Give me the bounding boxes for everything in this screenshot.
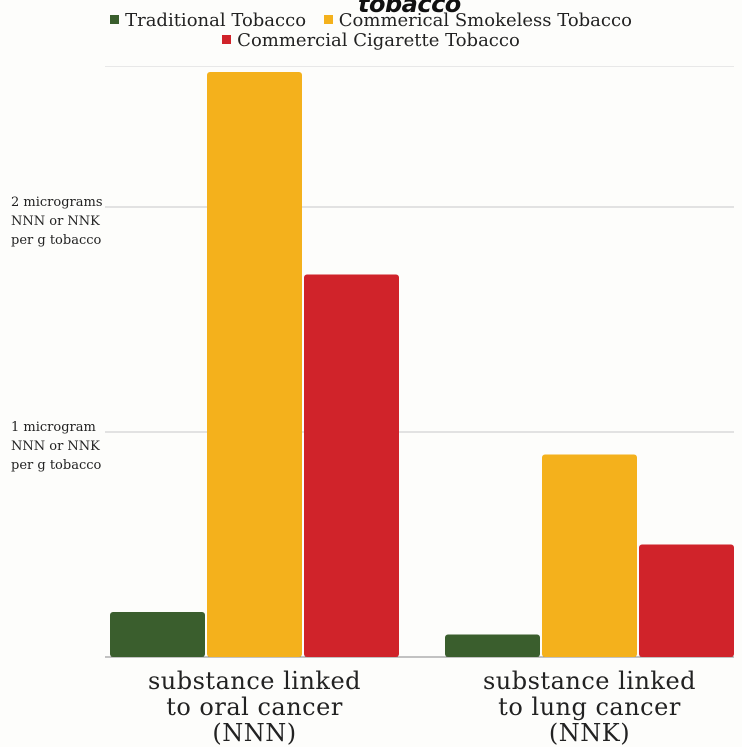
legend-label-traditional: Traditional Tobacco <box>125 10 307 31</box>
plot-area <box>105 66 734 658</box>
x-tick-label-nnn: substance linked to oral cancer (NNN) <box>147 667 362 747</box>
legend-swatch-traditional <box>110 15 120 24</box>
bar-lung-traditional <box>445 634 540 657</box>
chart-title-fragment: tobacco <box>358 0 461 18</box>
bar-oral-traditional <box>110 612 205 657</box>
legend-label-smokeless: Commerical Smokeless Tobacco <box>338 10 632 31</box>
legend-swatch-cigarette <box>222 35 232 44</box>
bar-oral-smokeless <box>207 72 302 657</box>
legend-row-1: Traditional Tobacco Commerical Smokeless… <box>0 10 742 31</box>
bar-lung-cigarette <box>639 544 734 657</box>
legend-item-traditional: Traditional Tobacco <box>110 10 306 31</box>
legend-row-2: Commercial Cigarette Tobacco <box>0 30 742 51</box>
bar-oral-cigarette <box>304 274 399 657</box>
legend-label-cigarette: Commercial Cigarette Tobacco <box>237 30 520 51</box>
y-tick-label-2: 2 micrograms NNN or NNK per g tobacco <box>11 195 103 248</box>
x-tick-label-nnk: substance linked to lung cancer (NNK) <box>482 667 697 747</box>
legend-item-cigarette: Commercial Cigarette Tobacco <box>222 30 520 51</box>
legend-swatch-smokeless <box>323 15 333 24</box>
bar-lung-smokeless <box>542 454 637 657</box>
legend-item-smokeless: Commerical Smokeless Tobacco <box>323 10 632 31</box>
y-tick-label-1: 1 microgram NNN or NNK per g tobacco <box>11 420 102 473</box>
